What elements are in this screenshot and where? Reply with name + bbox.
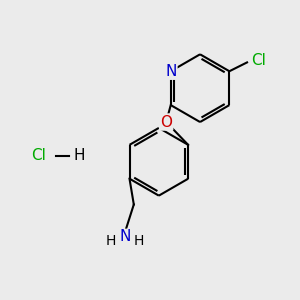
Text: N: N bbox=[165, 64, 176, 79]
Text: Cl: Cl bbox=[32, 148, 46, 164]
Text: H: H bbox=[134, 234, 144, 248]
Text: N: N bbox=[119, 230, 131, 244]
Text: O: O bbox=[160, 115, 172, 130]
Text: H: H bbox=[74, 148, 85, 164]
Text: H: H bbox=[106, 234, 116, 248]
Text: Cl: Cl bbox=[251, 53, 266, 68]
